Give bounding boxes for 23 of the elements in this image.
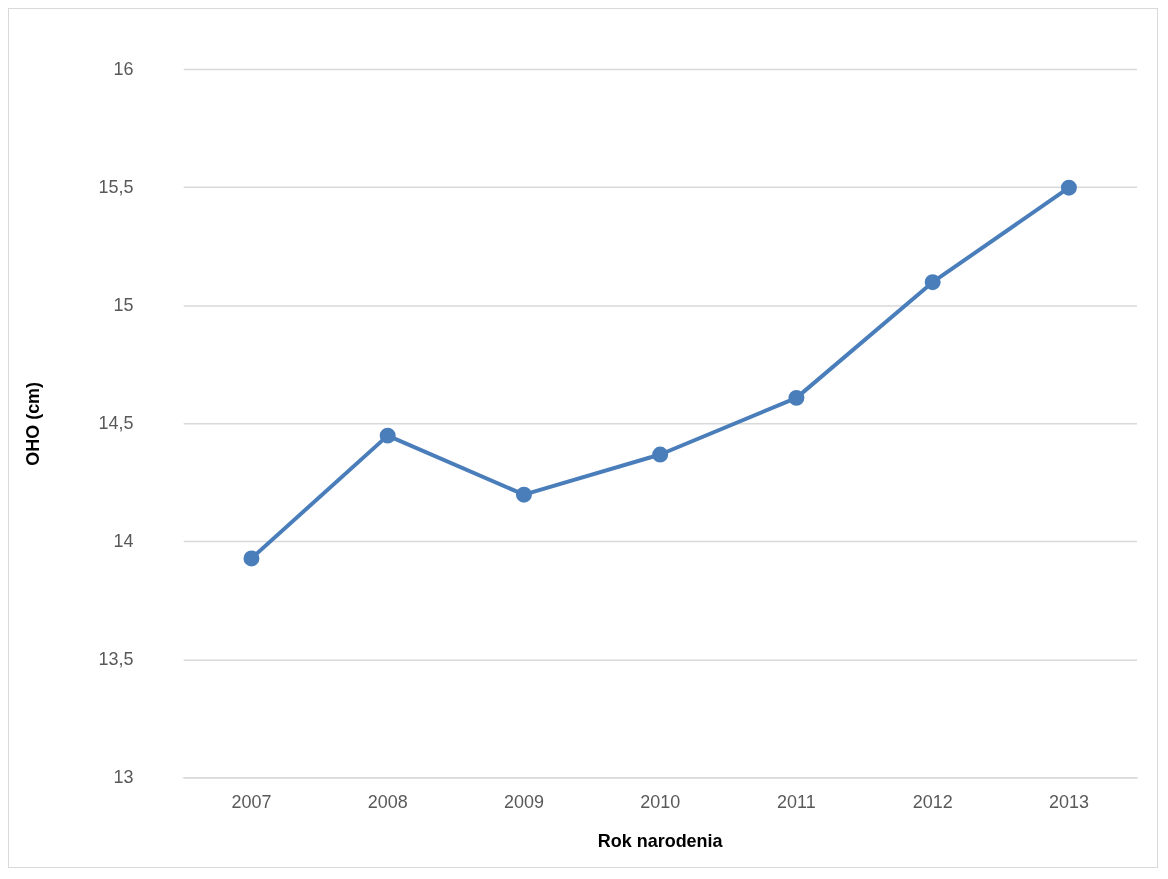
point — [652, 446, 669, 463]
point — [788, 389, 805, 406]
x-tick-label: 2010 — [640, 791, 681, 812]
y-tick-label: 15 — [113, 294, 134, 315]
y-tick-label: 13 — [113, 766, 134, 787]
point — [1060, 179, 1077, 196]
x-tick-label: 2007 — [231, 791, 272, 812]
y-tick-label: 14 — [113, 530, 134, 551]
y-tick-label: 16 — [113, 58, 134, 79]
point — [243, 550, 260, 567]
point — [515, 486, 532, 503]
x-tick-label: 2009 — [503, 791, 544, 812]
x-tick-label: 2008 — [367, 791, 408, 812]
y-tick-label: 15,5 — [98, 176, 134, 197]
y-axis-title: OHO (cm) — [22, 381, 43, 466]
point — [379, 427, 396, 444]
x-tick-label: 2012 — [912, 791, 953, 812]
x-tick-label: 2011 — [777, 791, 816, 812]
x-axis-title: Rok narodenia — [597, 831, 724, 852]
y-tick-label: 13,5 — [98, 648, 134, 669]
x-tick-label: 2013 — [1048, 791, 1089, 812]
point — [924, 274, 941, 291]
y-tick-label: 14,5 — [98, 412, 134, 433]
